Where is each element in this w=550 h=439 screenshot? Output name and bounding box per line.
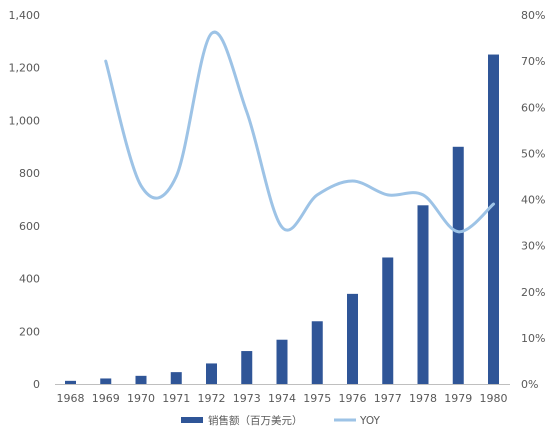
left-tick-label: 0 <box>33 378 40 391</box>
bar <box>382 257 394 384</box>
x-tick-label: 1972 <box>198 392 226 405</box>
legend-line-label: YOY <box>359 415 381 427</box>
bar <box>241 351 253 384</box>
x-tick-label: 1970 <box>127 392 155 405</box>
x-tick-label: 1971 <box>162 392 190 405</box>
right-tick-label: 60% <box>521 101 545 114</box>
bar <box>135 375 147 384</box>
bar <box>206 363 217 384</box>
bar <box>276 339 288 384</box>
yoy-line-series <box>104 30 495 234</box>
x-axis-ticks: 1968 1969 1970 1971 1972 1973 1974 1975 1976 1977… <box>57 392 508 405</box>
bar <box>100 378 112 384</box>
left-tick-label: 800 <box>19 167 40 180</box>
left-tick-label: 200 <box>19 325 40 338</box>
right-tick-label: 20% <box>521 286 545 299</box>
right-tick-label: 50% <box>521 147 545 160</box>
x-tick-label: 1976 <box>339 392 367 405</box>
left-axis-ticks: 0 200 400 600 800 1,000 1,200 1,400 <box>9 9 41 391</box>
x-tick-label: 1973 <box>233 392 261 405</box>
bar <box>347 293 358 384</box>
legend: 销售额（百万美元） YOY <box>181 414 381 427</box>
right-tick-label: 80% <box>521 9 545 22</box>
bar <box>170 372 182 384</box>
left-tick-label: 1,200 <box>9 62 41 75</box>
x-tick-label: 1969 <box>92 392 120 405</box>
legend-bar-swatch <box>181 417 203 423</box>
left-tick-label: 400 <box>19 273 40 286</box>
right-axis-ticks: 0% 10% 20% 30% 40% 50% 60% 70% 80% <box>521 9 545 391</box>
left-tick-label: 600 <box>19 220 40 233</box>
right-tick-label: 40% <box>521 194 545 207</box>
x-tick-label: 1980 <box>480 392 508 405</box>
bar <box>311 321 323 384</box>
right-tick-label: 10% <box>521 332 545 345</box>
left-tick-label: 1,400 <box>9 9 41 22</box>
right-tick-label: 0% <box>521 378 538 391</box>
legend-bar-label: 销售额（百万美元） <box>208 414 303 427</box>
bar <box>417 205 429 384</box>
bar <box>65 380 76 384</box>
bar <box>452 146 464 384</box>
x-tick-label: 1974 <box>268 392 296 405</box>
x-tick-label: 1977 <box>374 392 402 405</box>
x-tick-label: 1979 <box>444 392 472 405</box>
bar <box>488 54 499 385</box>
left-tick-label: 1,000 <box>9 114 41 127</box>
bar-series <box>65 54 499 385</box>
x-tick-label: 1975 <box>303 392 331 405</box>
right-tick-label: 70% <box>521 55 545 68</box>
right-tick-label: 30% <box>521 240 545 253</box>
x-tick-label: 1968 <box>57 392 85 405</box>
x-tick-label: 1978 <box>409 392 437 405</box>
